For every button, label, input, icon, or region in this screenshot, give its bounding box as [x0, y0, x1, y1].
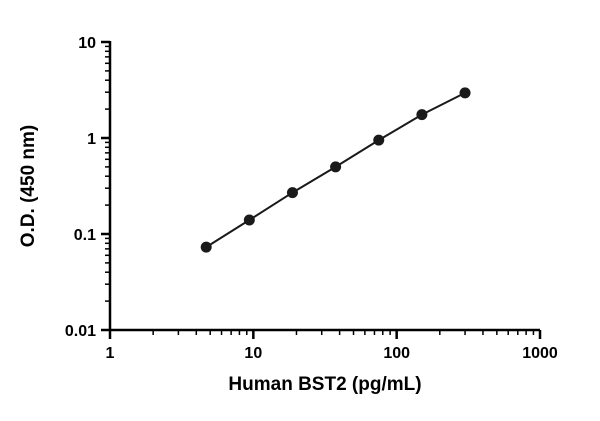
- data-point: [286, 187, 298, 199]
- x-tick-label: 1000: [522, 345, 558, 362]
- y-tick-label: 10: [78, 35, 96, 52]
- data-point: [416, 109, 428, 121]
- y-axis-title: O.D. (450 nm): [18, 125, 39, 247]
- y-tick-label: 0.01: [65, 323, 96, 340]
- data-point: [200, 241, 212, 253]
- data-point: [373, 134, 385, 146]
- x-tick-label: 1: [106, 345, 115, 362]
- x-tick-label: 10: [244, 345, 262, 362]
- data-point: [459, 87, 471, 99]
- data-point: [243, 214, 255, 226]
- y-tick-label: 1: [87, 131, 96, 148]
- x-axis-title: Human BST2 (pg/mL): [228, 374, 421, 395]
- x-tick-label: 100: [383, 345, 410, 362]
- plot-layer: 1 10 100 1000 0.01 0.1 1 10: [65, 35, 558, 362]
- y-tick-label: 0.1: [74, 227, 96, 244]
- data-point: [330, 161, 342, 173]
